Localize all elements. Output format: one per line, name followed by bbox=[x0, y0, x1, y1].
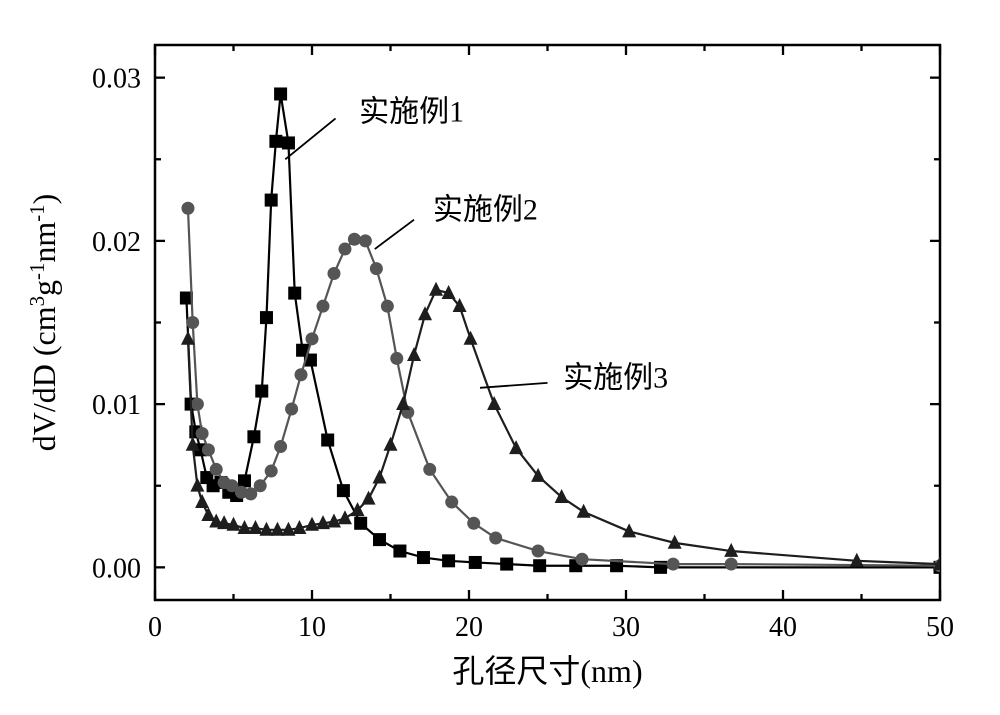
square-marker bbox=[238, 474, 251, 487]
circle-marker bbox=[532, 545, 545, 558]
y-tick-label: 0.02 bbox=[92, 227, 141, 258]
circle-marker bbox=[576, 553, 589, 566]
square-marker bbox=[417, 551, 430, 564]
y-tick-label: 0.03 bbox=[92, 64, 141, 95]
circle-marker bbox=[423, 463, 436, 476]
circle-marker bbox=[370, 262, 383, 275]
circle-marker bbox=[381, 300, 394, 313]
square-marker bbox=[533, 559, 546, 572]
x-tick-label: 50 bbox=[926, 612, 954, 643]
square-marker bbox=[469, 556, 482, 569]
circle-marker bbox=[316, 300, 329, 313]
square-marker bbox=[442, 554, 455, 567]
circle-marker bbox=[667, 558, 680, 571]
circle-marker bbox=[725, 558, 738, 571]
circle-marker bbox=[390, 352, 403, 365]
circle-marker bbox=[306, 332, 319, 345]
circle-marker bbox=[254, 479, 267, 492]
circle-marker bbox=[467, 517, 480, 530]
circle-marker bbox=[327, 267, 340, 280]
circle-marker bbox=[359, 234, 372, 247]
square-marker bbox=[274, 87, 287, 100]
circle-marker bbox=[489, 531, 502, 544]
circle-marker bbox=[202, 443, 215, 456]
circle-marker bbox=[181, 202, 194, 215]
series-label: 实施例2 bbox=[433, 194, 538, 227]
circle-marker bbox=[338, 243, 351, 256]
circle-marker bbox=[295, 368, 308, 381]
square-marker bbox=[282, 136, 295, 149]
square-marker bbox=[288, 287, 301, 300]
square-marker bbox=[260, 311, 273, 324]
x-tick-label: 20 bbox=[455, 612, 483, 643]
square-marker bbox=[393, 545, 406, 558]
square-marker bbox=[255, 385, 268, 398]
circle-marker bbox=[445, 496, 458, 509]
series-label: 实施例1 bbox=[359, 96, 464, 129]
series-label: 实施例3 bbox=[563, 362, 668, 395]
circle-marker bbox=[210, 463, 223, 476]
pore-size-distribution-chart: 0 10 20 30 40 50 0.00 0.01 0.02 0.03 孔径尺寸(nm) dV/dD… bbox=[0, 0, 1000, 715]
chart-container: 0 10 20 30 40 50 0.00 0.01 0.02 0.03 孔径尺寸(nm) dV/dD… bbox=[0, 0, 1000, 715]
y-tick-label: 0.01 bbox=[92, 390, 141, 421]
square-marker bbox=[373, 533, 386, 546]
square-marker bbox=[500, 558, 513, 571]
circle-marker bbox=[265, 465, 278, 478]
y-axis-label: dV/dD (cm3g-1nm-1) bbox=[26, 194, 63, 451]
x-tick-label: 10 bbox=[298, 612, 326, 643]
square-marker bbox=[247, 430, 260, 443]
circle-marker bbox=[285, 403, 298, 416]
square-marker bbox=[354, 517, 367, 530]
y-tick-label: 0.00 bbox=[92, 553, 141, 584]
x-tick-label: 40 bbox=[769, 612, 797, 643]
circle-marker bbox=[274, 440, 287, 453]
square-marker bbox=[337, 484, 350, 497]
square-marker bbox=[265, 194, 278, 207]
x-axis-label: 孔径尺寸(nm) bbox=[452, 653, 642, 689]
circle-marker bbox=[196, 427, 209, 440]
square-marker bbox=[269, 135, 282, 148]
circle-marker bbox=[186, 316, 199, 329]
x-tick-label: 0 bbox=[148, 612, 162, 643]
x-tick-label: 30 bbox=[612, 612, 640, 643]
square-marker bbox=[321, 434, 334, 447]
circle-marker bbox=[191, 398, 204, 411]
circle-marker bbox=[348, 233, 361, 246]
